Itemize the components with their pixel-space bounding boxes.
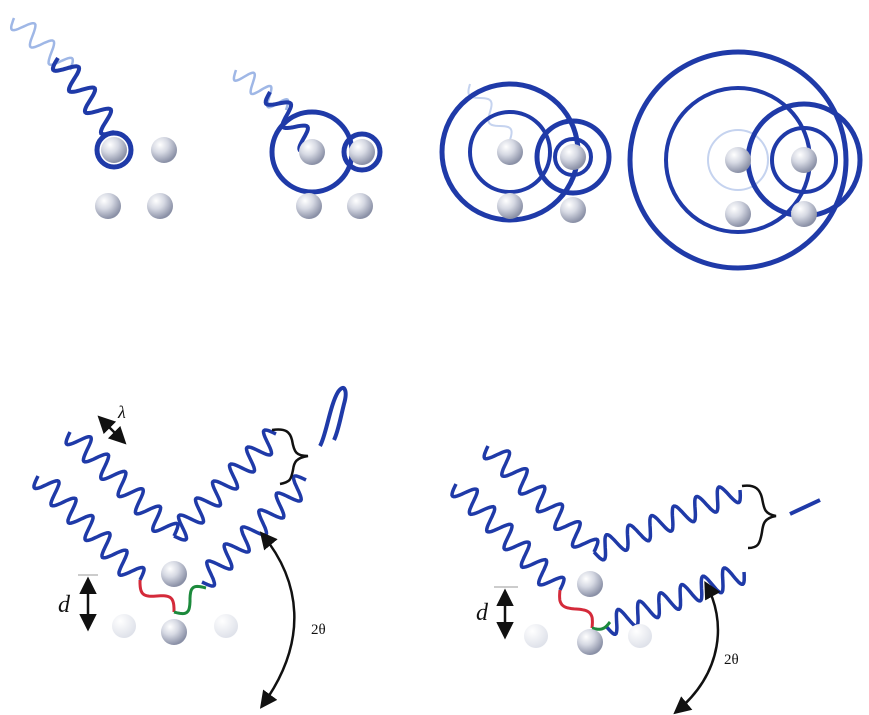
reflected-wave — [173, 428, 277, 542]
two-theta-arc — [259, 531, 296, 709]
scatter-ring — [94, 130, 134, 170]
atom — [101, 137, 127, 163]
atom — [151, 137, 177, 163]
incident-wave — [64, 431, 180, 537]
two-theta-arc — [673, 580, 721, 715]
incident-wave — [482, 445, 600, 553]
incident-wave — [32, 475, 146, 581]
path-difference-green — [591, 620, 612, 631]
faint-wave — [9, 17, 75, 71]
two-theta-label: 2θ — [724, 652, 739, 668]
atom — [791, 201, 817, 227]
reflected-wave — [592, 485, 743, 562]
path-difference-red — [558, 589, 594, 629]
panel-expanded-wavelets — [627, 49, 863, 271]
d-spacing-label: d — [476, 600, 489, 626]
atom — [349, 139, 375, 165]
atom — [161, 561, 187, 587]
atom — [296, 193, 322, 219]
panel-first-scatter — [232, 69, 383, 219]
atom-faint — [112, 614, 136, 638]
atom — [560, 144, 586, 170]
path-difference-red — [138, 580, 176, 612]
scatter-ring — [627, 49, 849, 271]
scatter-ring — [770, 126, 838, 194]
two-theta-label: 2θ — [311, 622, 326, 638]
atom — [299, 139, 325, 165]
atom — [725, 147, 751, 173]
panel-constructive-interference: λ d 2θ — [32, 386, 348, 709]
atom — [161, 619, 187, 645]
atom — [497, 139, 523, 165]
reflected-wave — [201, 474, 307, 588]
path-difference-green — [173, 584, 207, 616]
incident-wave — [450, 483, 566, 591]
atom — [347, 193, 373, 219]
amplitude-brace — [271, 428, 309, 486]
reflected-wave — [604, 566, 746, 636]
atom-faint — [214, 614, 238, 638]
scatter-ring — [553, 137, 593, 177]
atom — [497, 193, 523, 219]
faint-ring — [707, 129, 769, 191]
atom — [560, 197, 586, 223]
amplitude-flat-line — [789, 498, 821, 516]
atom — [725, 201, 751, 227]
panel-spherical-wavelets — [439, 81, 612, 223]
atom — [791, 147, 817, 173]
atom — [577, 571, 603, 597]
panel-incoming-wave — [9, 17, 177, 219]
atom — [95, 193, 121, 219]
amplitude-brace — [741, 484, 777, 550]
scatter-ring — [534, 118, 612, 196]
amplitude-wave — [318, 386, 348, 448]
scatter-ring — [341, 131, 383, 173]
atom-faint — [524, 624, 548, 648]
atom — [577, 629, 603, 655]
wavelength-label: λ — [117, 402, 126, 422]
d-spacing-label: d — [58, 592, 71, 618]
atom-faint — [628, 624, 652, 648]
atom — [147, 193, 173, 219]
panel-destructive-interference: d 2θ — [450, 445, 821, 715]
incident-wave — [50, 56, 115, 137]
scatter-ring — [468, 110, 552, 194]
wavelength-arrow — [97, 415, 127, 445]
